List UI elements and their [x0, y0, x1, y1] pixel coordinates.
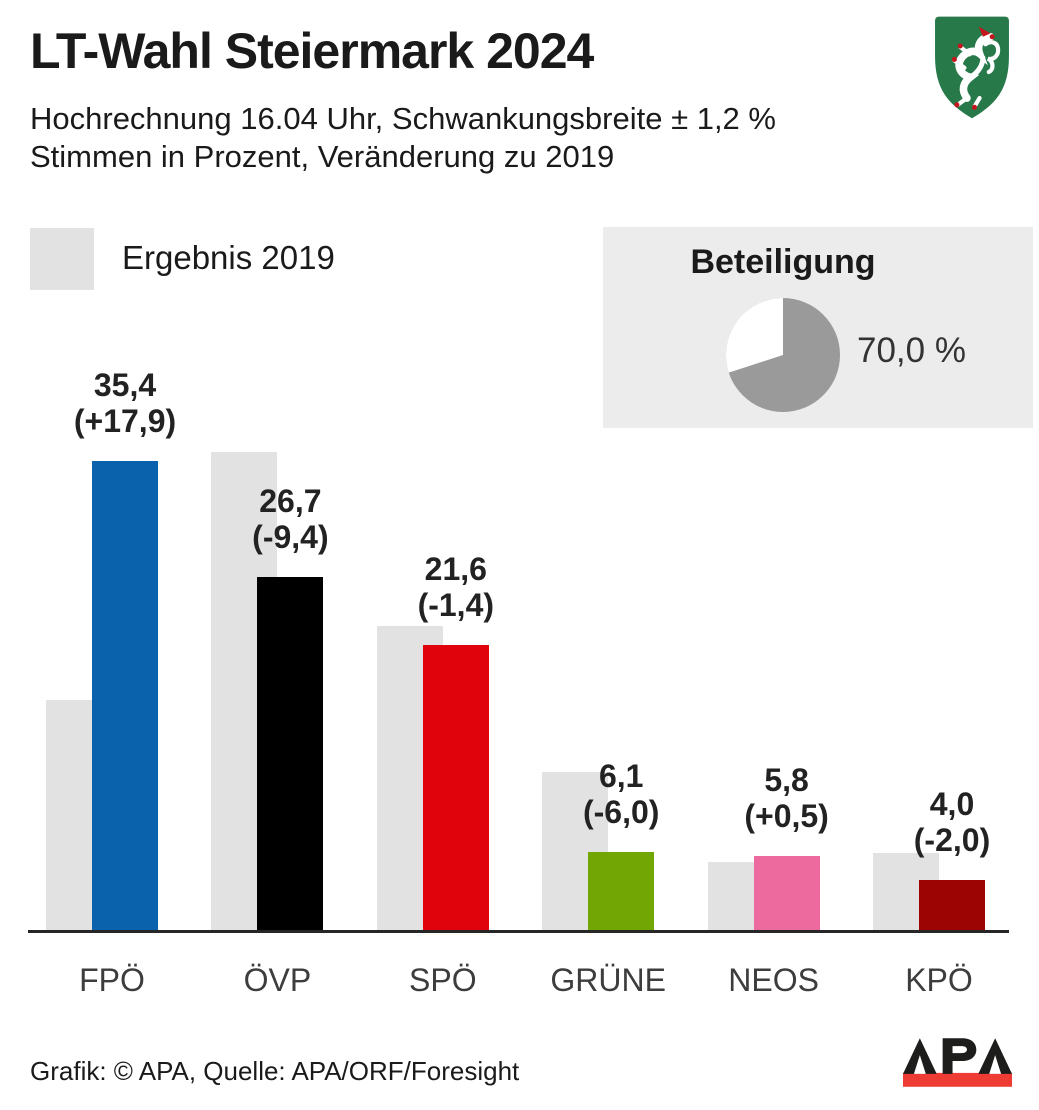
- bar-2024: [257, 577, 324, 933]
- change-value: (+0,5): [744, 797, 829, 834]
- value-label: 6,1 (-6,0): [511, 758, 731, 830]
- result-value: 26,7: [259, 483, 322, 520]
- subtitle-line-1: Hochrechnung 16.04 Uhr, Schwankungsbreit…: [30, 101, 776, 136]
- subtitle: Hochrechnung 16.04 Uhr, Schwankungsbreit…: [30, 100, 776, 176]
- bar-2024: [588, 851, 655, 933]
- apa-logo: [903, 1038, 1012, 1087]
- change-value: (-1,4): [417, 587, 495, 624]
- party-label: FPÖ: [79, 962, 145, 998]
- change-value: (-9,4): [252, 519, 329, 556]
- bar-2024: [92, 461, 158, 933]
- panther-red-accents: [951, 26, 995, 110]
- value-label: 21,6 (-1,4): [346, 551, 566, 623]
- legend-label: Ergebnis 2019: [122, 239, 335, 276]
- result-value: 6,1: [598, 757, 644, 794]
- change-value: (+17,9): [73, 403, 177, 440]
- change-value: (-2,0): [913, 821, 991, 858]
- party-label: NEOS: [728, 962, 819, 998]
- value-label: 4,0 (-2,0): [842, 786, 1039, 858]
- value-label: 26,7 (-9,4): [180, 483, 400, 555]
- bar-2024: [919, 879, 985, 933]
- change-value: (-6,0): [582, 793, 660, 830]
- source-credit: Grafik: © APA, Quelle: APA/ORF/Foresight: [30, 1056, 520, 1086]
- x-axis-line: [28, 930, 1009, 933]
- result-value: 5,8: [764, 761, 809, 798]
- page-title: LT-Wahl Steiermark 2024: [30, 23, 594, 79]
- result-value: 35,4: [93, 367, 157, 404]
- turnout-title: Beteiligung: [690, 243, 876, 281]
- turnout-pie-chart: [726, 298, 840, 412]
- turnout-value: 70,0 %: [857, 331, 966, 370]
- party-label: GRÜNE: [550, 962, 666, 998]
- result-value: 4,0: [929, 785, 975, 822]
- party-label: ÖVP: [243, 962, 312, 998]
- styria-coat-of-arms-icon: [935, 16, 1009, 119]
- bar-2024: [422, 645, 489, 933]
- party-label: KPÖ: [905, 962, 973, 998]
- party-label: SPÖ: [409, 962, 477, 998]
- turnout-box: Beteiligung 70,0 %: [603, 227, 1033, 428]
- legend-swatch-2019: [30, 228, 94, 290]
- result-value: 21,6: [424, 551, 487, 588]
- value-label: 5,8 (+0,5): [677, 762, 897, 834]
- value-label: 35,4 (+17,9): [15, 367, 235, 439]
- bar-2024: [753, 855, 820, 933]
- subtitle-line-2: Stimmen in Prozent, Veränderung zu 2019: [30, 139, 615, 174]
